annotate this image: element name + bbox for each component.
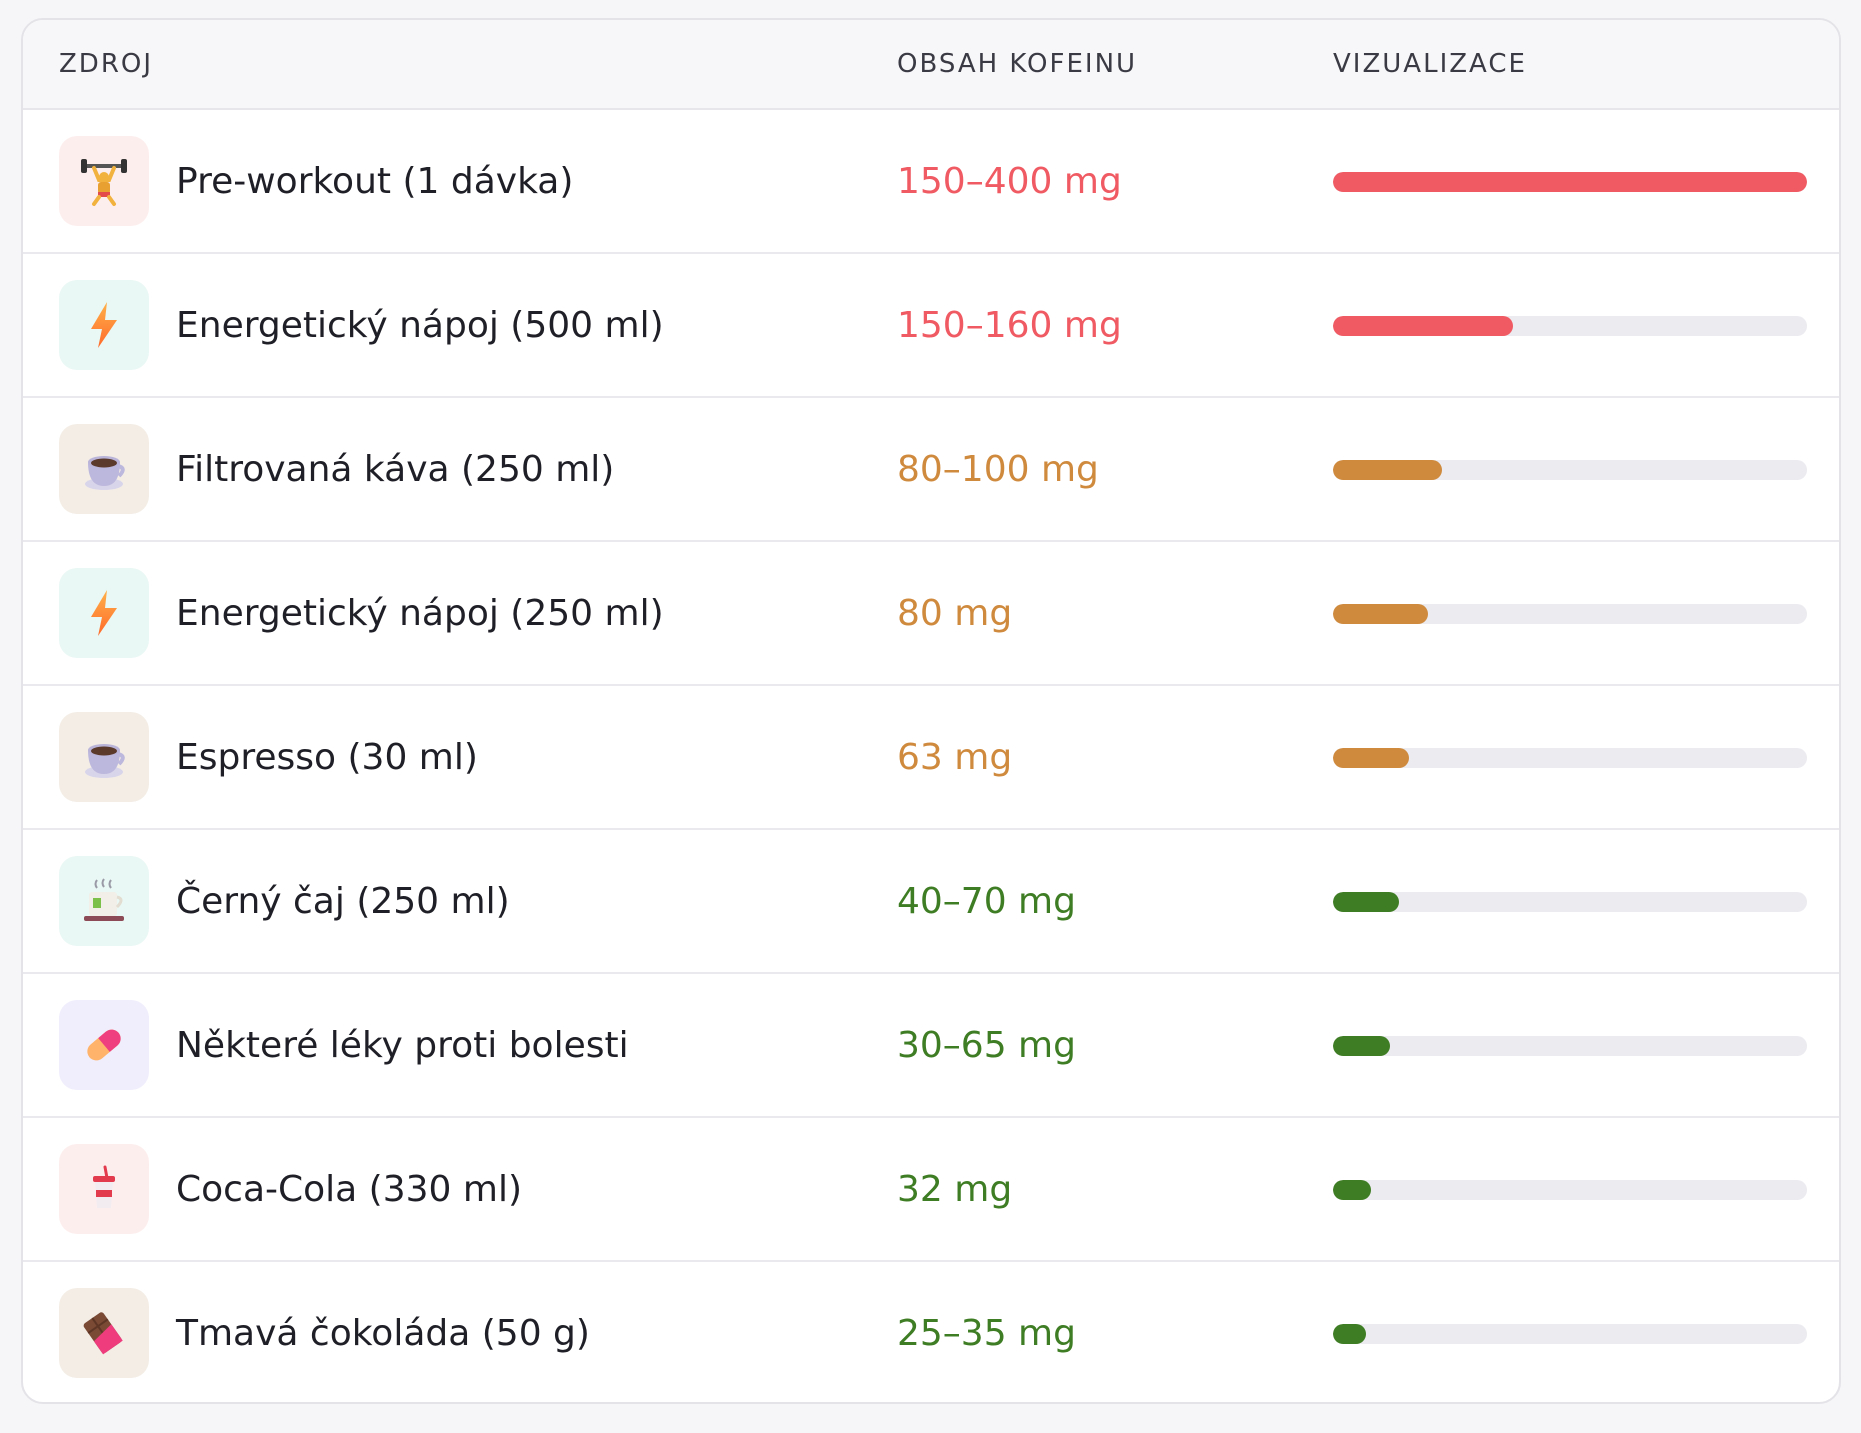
caffeine-level-bar xyxy=(1333,748,1807,768)
chocolate-bar-icon xyxy=(59,1288,149,1378)
caffeine-level-bar xyxy=(1333,172,1807,192)
source-name: Tmavá čokoláda (50 g) xyxy=(176,1313,590,1354)
column-header-source: ZDROJ xyxy=(59,49,154,79)
column-header-visualization: VIZUALIZACE xyxy=(1333,49,1527,79)
caffeine-amount: 80 mg xyxy=(897,593,1013,634)
weightlifter-icon xyxy=(59,136,149,226)
table-row: Espresso (30 ml) 63 mg xyxy=(23,686,1839,830)
caffeine-level-bar xyxy=(1333,460,1807,480)
caffeine-amount: 40–70 mg xyxy=(897,881,1076,922)
caffeine-level-bar xyxy=(1333,604,1807,624)
caffeine-amount: 150–160 mg xyxy=(897,305,1122,346)
caffeine-amount: 25–35 mg xyxy=(897,1313,1076,1354)
table-row: Pre-workout (1 dávka) 150–400 mg xyxy=(23,110,1839,254)
source-name: Filtrovaná káva (250 ml) xyxy=(176,449,615,490)
caffeine-amount: 30–65 mg xyxy=(897,1025,1076,1066)
caffeine-level-bar xyxy=(1333,1180,1807,1200)
pill-icon xyxy=(59,1000,149,1090)
source-name: Espresso (30 ml) xyxy=(176,737,478,778)
table-row: Energetický nápoj (250 ml) 80 mg xyxy=(23,542,1839,686)
soda-cup-icon xyxy=(59,1144,149,1234)
caffeine-level-fill xyxy=(1333,172,1807,192)
source-name: Energetický nápoj (500 ml) xyxy=(176,305,664,346)
caffeine-table: ZDROJ OBSAH KOFEINU VIZUALIZACE Pre-work… xyxy=(21,18,1841,1404)
source-name: Černý čaj (250 ml) xyxy=(176,881,510,922)
caffeine-level-fill xyxy=(1333,748,1409,768)
column-header-caffeine-content: OBSAH KOFEINU xyxy=(897,49,1138,79)
source-name: Energetický nápoj (250 ml) xyxy=(176,593,664,634)
caffeine-amount: 150–400 mg xyxy=(897,161,1122,202)
table-body: Pre-workout (1 dávka) 150–400 mg Energetic… xyxy=(23,110,1839,1402)
caffeine-level-bar xyxy=(1333,1324,1807,1344)
source-name: Pre-workout (1 dávka) xyxy=(176,161,574,202)
caffeine-level-fill xyxy=(1333,892,1400,912)
caffeine-level-bar xyxy=(1333,316,1807,336)
caffeine-level-fill xyxy=(1333,604,1428,624)
table-row: Filtrovaná káva (250 ml) 80–100 mg xyxy=(23,398,1839,542)
caffeine-level-fill xyxy=(1333,316,1514,336)
caffeine-level-fill xyxy=(1333,460,1443,480)
caffeine-level-fill xyxy=(1333,1324,1367,1344)
tea-cup-icon xyxy=(59,856,149,946)
caffeine-level-bar xyxy=(1333,1036,1807,1056)
table-row: Černý čaj (250 ml) 40–70 mg xyxy=(23,830,1839,974)
table-row: Coca-Cola (330 ml) 32 mg xyxy=(23,1118,1839,1262)
caffeine-level-fill xyxy=(1333,1180,1371,1200)
lightning-icon xyxy=(59,280,149,370)
source-name: Coca-Cola (330 ml) xyxy=(176,1169,522,1210)
caffeine-level-bar xyxy=(1333,892,1807,912)
caffeine-level-fill xyxy=(1333,1036,1390,1056)
table-row: Energetický nápoj (500 ml) 150–160 mg xyxy=(23,254,1839,398)
coffee-cup-icon xyxy=(59,712,149,802)
caffeine-amount: 80–100 mg xyxy=(897,449,1099,490)
table-header: ZDROJ OBSAH KOFEINU VIZUALIZACE xyxy=(23,20,1839,110)
coffee-cup-icon xyxy=(59,424,149,514)
source-name: Některé léky proti bolesti xyxy=(176,1025,629,1066)
lightning-icon xyxy=(59,568,149,658)
caffeine-amount: 63 mg xyxy=(897,737,1013,778)
table-row: Tmavá čokoláda (50 g) 25–35 mg xyxy=(23,1262,1839,1402)
table-row: Některé léky proti bolesti 30–65 mg xyxy=(23,974,1839,1118)
caffeine-amount: 32 mg xyxy=(897,1169,1013,1210)
